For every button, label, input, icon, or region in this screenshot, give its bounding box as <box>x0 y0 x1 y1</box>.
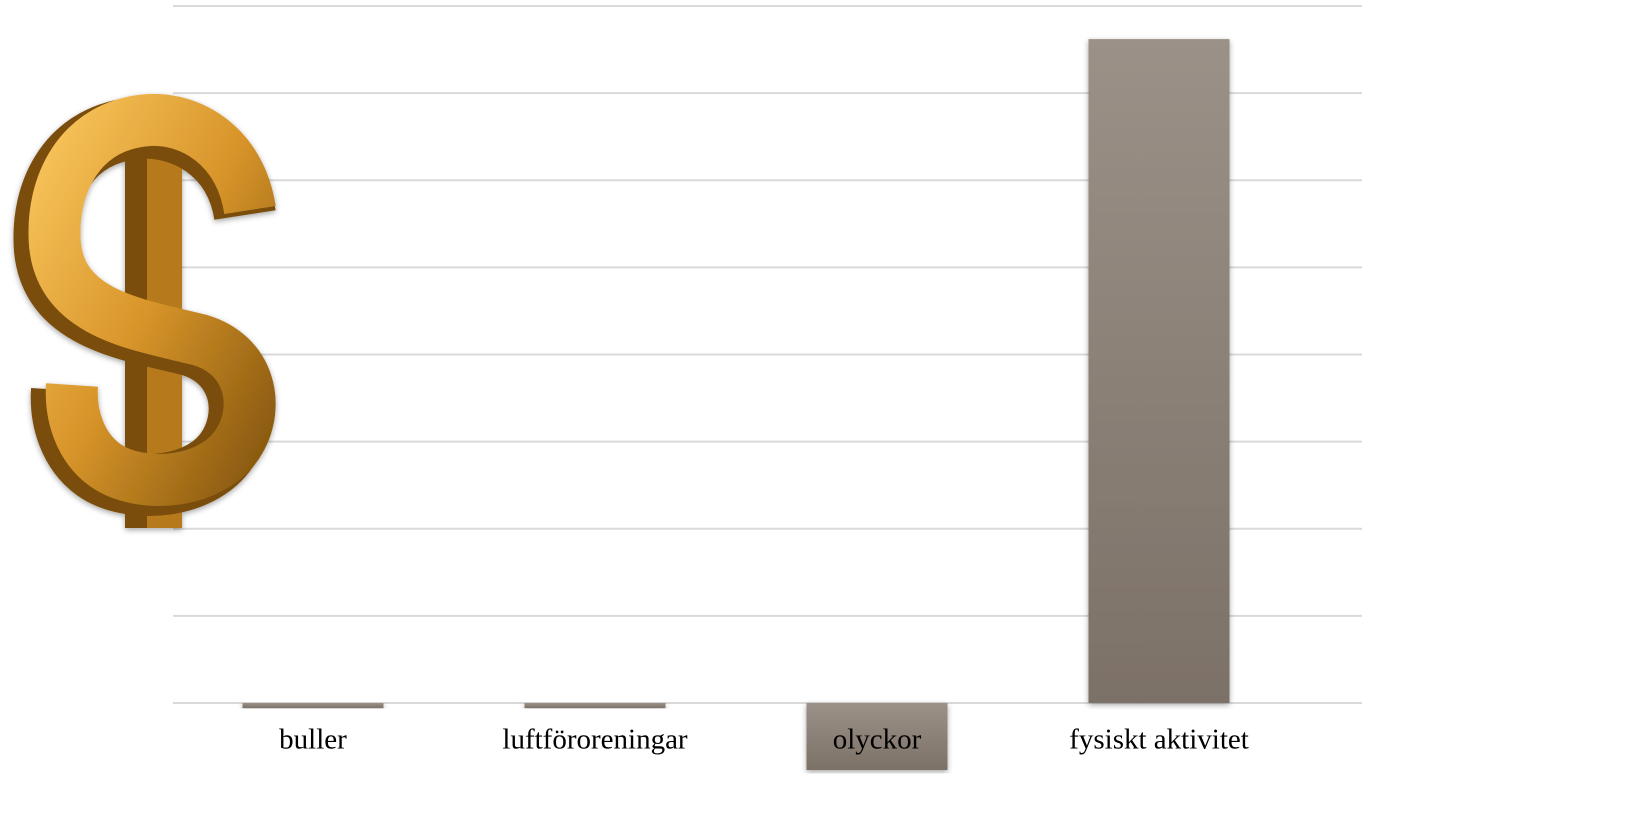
dollar-icon <box>13 93 276 528</box>
bar <box>1088 39 1230 703</box>
bars <box>242 39 1230 771</box>
labels: buller luftföroreningar olyckor fysiskt akt… <box>279 724 1249 756</box>
x-tick-label: buller <box>279 724 347 756</box>
x-tick-label: fysiskt aktivitet <box>1069 724 1249 756</box>
dollar-s <box>28 93 276 506</box>
bar <box>242 702 384 709</box>
x-tick-label: olyckor <box>833 724 922 756</box>
grid <box>173 5 1362 704</box>
bar <box>524 702 666 709</box>
x-tick-label: luftföroreningar <box>502 724 688 756</box>
bar <box>806 702 948 771</box>
